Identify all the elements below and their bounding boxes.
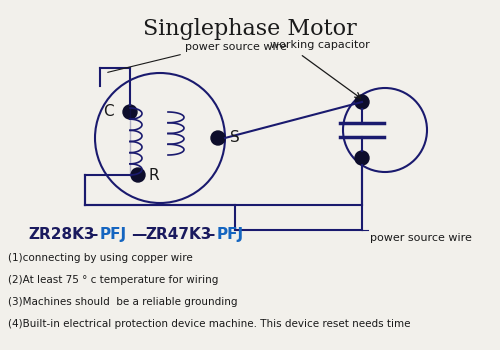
Text: C: C [102,105,114,119]
Text: (4)Built-in electrical protection device machine. This device reset needs time: (4)Built-in electrical protection device… [8,319,410,329]
Text: S: S [230,131,240,146]
Circle shape [355,95,369,109]
Text: (1)connecting by using copper wire: (1)connecting by using copper wire [8,253,193,263]
Text: —: — [131,227,146,242]
Circle shape [211,131,225,145]
Circle shape [131,168,145,182]
Text: ZR47K3: ZR47K3 [145,227,212,242]
Circle shape [355,151,369,165]
Text: PFJ: PFJ [217,227,244,242]
Text: working capacitor: working capacitor [270,40,370,50]
Text: -: - [91,227,98,242]
Text: Singlephase Motor: Singlephase Motor [143,18,357,40]
Text: PFJ: PFJ [100,227,127,242]
Text: power source wire: power source wire [185,42,287,52]
Text: (3)Machines should  be a reliable grounding: (3)Machines should be a reliable groundi… [8,297,237,307]
Text: R: R [148,168,158,182]
Text: ZR28K3: ZR28K3 [28,227,94,242]
Circle shape [123,105,137,119]
Text: -: - [208,227,214,242]
Text: (2)At least 75 ° c temperature for wiring: (2)At least 75 ° c temperature for wirin… [8,275,218,285]
Text: power source wire: power source wire [370,233,472,243]
